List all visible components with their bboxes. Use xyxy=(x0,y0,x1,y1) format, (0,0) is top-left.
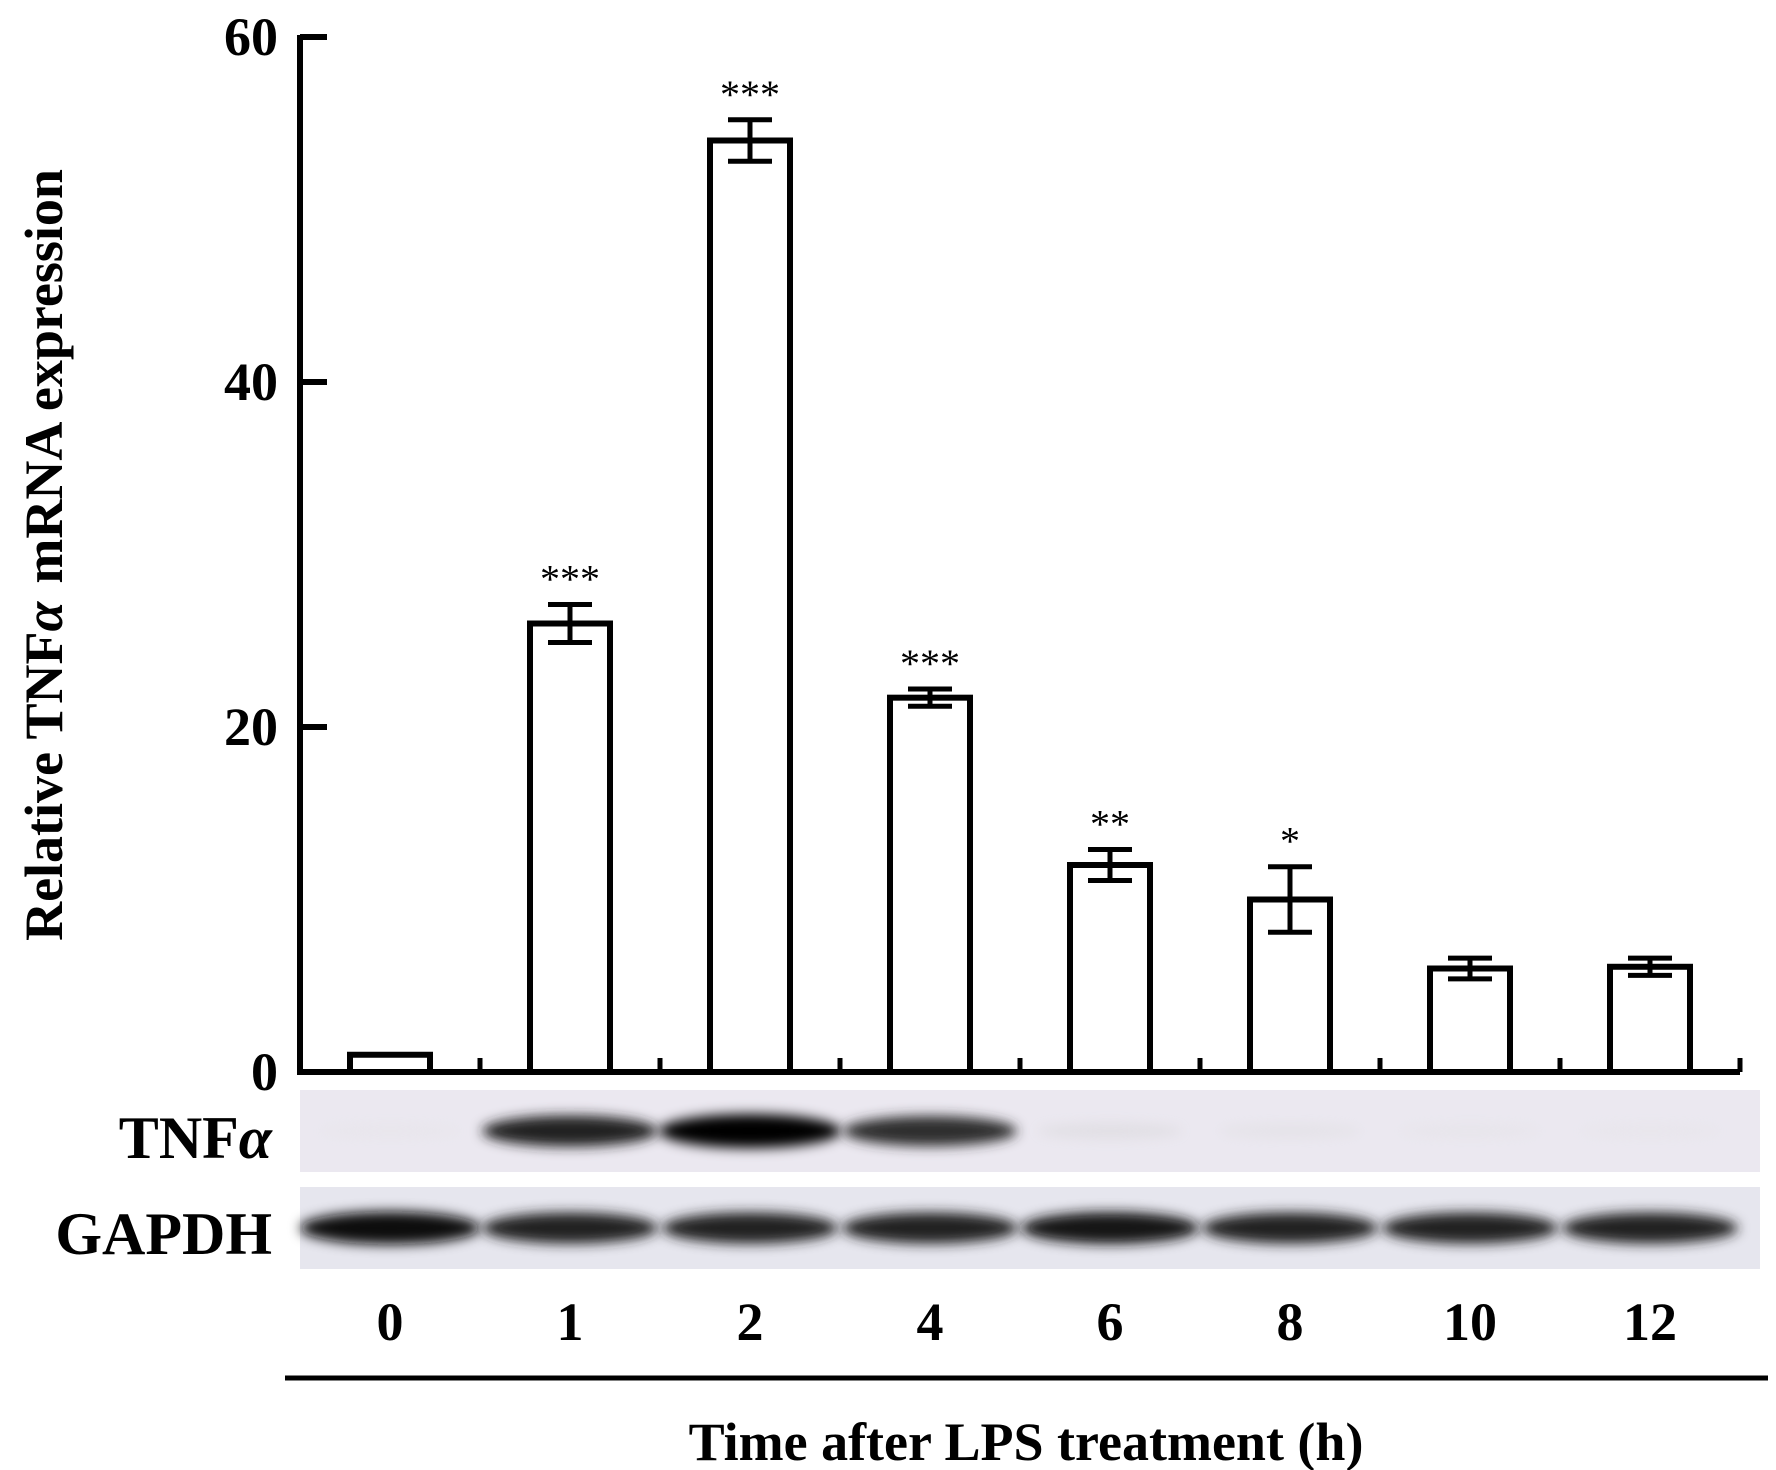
error-bar-12h xyxy=(1628,955,1672,978)
time-label-2h: 2 xyxy=(737,1292,764,1352)
blot-band-row2-8h xyxy=(1202,1212,1378,1244)
time-label-12h: 12 xyxy=(1623,1292,1677,1352)
blot-band-row1-0h xyxy=(318,1123,462,1139)
western-blot: TNFα GAPDH xyxy=(55,1090,1760,1269)
significance-label-4h: *** xyxy=(900,641,960,686)
blot-band-row2-1h xyxy=(482,1212,658,1244)
blot-band-row2-2h xyxy=(662,1212,838,1244)
error-bar-8h xyxy=(1268,864,1312,935)
y-axis-title-rest: mRNA expression xyxy=(14,169,74,584)
blot-band-row2-10h xyxy=(1382,1212,1558,1244)
significance-label-8h: * xyxy=(1280,819,1300,864)
bar-2h xyxy=(707,137,793,1075)
time-label-6h: 6 xyxy=(1097,1292,1124,1352)
error-bar-4h xyxy=(908,686,952,709)
y-axis-title-main: Relative TNF xyxy=(14,631,74,940)
significance-label-1h: *** xyxy=(540,557,600,602)
blot-label-tnfa-greek: α xyxy=(239,1105,273,1171)
blot-band-row1-12h xyxy=(1578,1123,1722,1139)
bar-0h xyxy=(347,1051,433,1075)
bar-6h xyxy=(1067,862,1153,1075)
time-label-10h: 10 xyxy=(1443,1292,1497,1352)
blot-band-row1-6h xyxy=(1037,1123,1183,1139)
error-bars xyxy=(548,117,1672,982)
significance-labels: *********** * xyxy=(540,72,1300,864)
bars xyxy=(347,137,1693,1076)
y-axis-title: Relative TNFα mRNA expression xyxy=(14,169,74,941)
time-labels: 0 1 2 4 6 8 10 12 xyxy=(377,1292,1678,1352)
error-bar-6h xyxy=(1088,846,1132,884)
significance-label-2h: *** xyxy=(720,72,780,117)
blot-band-row1-8h xyxy=(1217,1123,1363,1139)
blot-band-row1-1h xyxy=(482,1115,658,1147)
blot-label-tnfa: TNFα xyxy=(119,1105,273,1171)
bar-10h xyxy=(1427,965,1513,1075)
blot-band-row1-4h xyxy=(843,1116,1017,1146)
x-axis xyxy=(297,1058,1743,1075)
error-bar-10h xyxy=(1448,955,1492,982)
bar-1h xyxy=(527,620,613,1075)
y-tick-label: 60 xyxy=(224,7,278,67)
time-label-8h: 8 xyxy=(1277,1292,1304,1352)
time-label-0h: 0 xyxy=(377,1292,404,1352)
y-axis-title-greek: α xyxy=(14,600,74,631)
significance-label-6h: ** xyxy=(1090,801,1130,846)
y-tick-label: 0 xyxy=(251,1042,278,1102)
blot-band-row2-12h xyxy=(1562,1212,1738,1244)
time-label-4h: 4 xyxy=(917,1292,944,1352)
time-label-1h: 1 xyxy=(557,1292,584,1352)
bar-4h xyxy=(887,694,973,1075)
y-axis: 0 20 40 60 xyxy=(224,7,327,1102)
y-tick-label: 40 xyxy=(224,352,278,412)
blot-band-row2-0h xyxy=(300,1211,480,1245)
x-axis-title: Time after LPS treatment (h) xyxy=(689,1412,1364,1470)
error-bar-1h xyxy=(548,602,592,645)
bar-12h xyxy=(1607,963,1693,1076)
blot-band-row1-2h xyxy=(659,1114,841,1148)
y-tick-label: 20 xyxy=(224,697,278,757)
blot-label-gapdh: GAPDH xyxy=(55,1201,272,1267)
blot-band-row1-10h xyxy=(1398,1123,1542,1139)
error-bar-2h xyxy=(728,117,772,164)
blot-band-row2-4h xyxy=(842,1212,1018,1244)
blot-label-tnfa-main: TNF xyxy=(119,1105,239,1171)
blot-bands xyxy=(300,1114,1738,1245)
blot-band-row2-6h xyxy=(1021,1212,1199,1244)
